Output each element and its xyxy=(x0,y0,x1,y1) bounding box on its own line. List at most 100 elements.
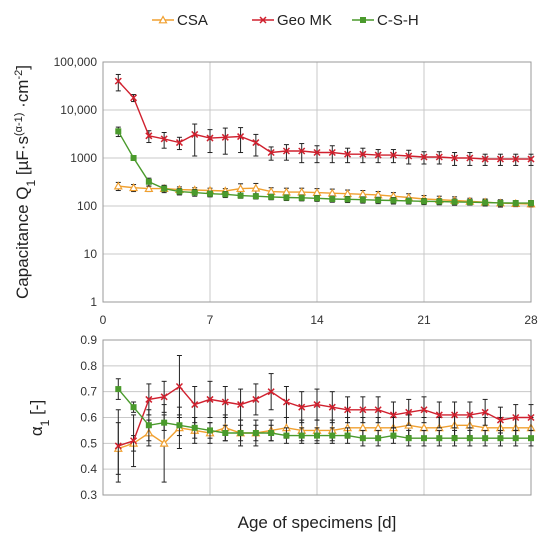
data-point-geo-mk xyxy=(481,155,489,163)
data-point-c-s-h xyxy=(421,435,427,442)
data-point-c-s-h xyxy=(528,435,534,442)
alpha-series xyxy=(113,355,536,483)
data-point-csa xyxy=(144,183,154,193)
x-axis-title: Age of specimens [d] xyxy=(238,513,397,532)
legend-marker xyxy=(360,17,366,23)
data-point-geo-mk xyxy=(374,151,382,159)
data-point-geo-mk xyxy=(512,155,520,163)
data-point-geo-mk xyxy=(130,437,138,445)
data-point-geo-mk xyxy=(359,406,367,414)
data-point-c-s-h xyxy=(191,424,198,431)
data-point-geo-mk xyxy=(191,401,199,409)
alpha-y-tick-label: 0.5 xyxy=(80,436,97,450)
alpha-y-tick-label: 0.7 xyxy=(80,385,97,399)
legend-label: C-S-H xyxy=(377,12,419,29)
capacitance-y-tick-label: 1000 xyxy=(70,151,97,165)
data-point-geo-mk xyxy=(389,151,397,159)
data-point-geo-mk xyxy=(496,155,504,163)
data-point-c-s-h xyxy=(252,193,259,200)
data-point-c-s-h xyxy=(268,193,275,200)
data-point-c-s-h xyxy=(252,430,259,436)
error-bar xyxy=(329,145,335,164)
capacitance-grid xyxy=(102,61,532,303)
data-point-c-s-h xyxy=(344,432,351,439)
data-point-c-s-h xyxy=(298,432,305,439)
error-bar xyxy=(192,123,198,157)
data-point-geo-mk xyxy=(175,139,183,147)
legend-item-geo-mk: Geo MK xyxy=(252,12,332,29)
data-point-c-s-h xyxy=(222,430,229,436)
error-bar xyxy=(314,145,320,164)
data-point-geo-mk xyxy=(252,395,260,403)
data-point-geo-mk xyxy=(282,398,290,406)
data-point-geo-mk xyxy=(405,152,413,160)
x-tick-label: 28 xyxy=(524,313,538,327)
data-point-c-s-h xyxy=(359,435,366,442)
data-point-c-s-h xyxy=(375,197,382,204)
data-point-geo-mk xyxy=(252,139,260,147)
error-bar xyxy=(161,131,167,149)
error-bar xyxy=(345,147,351,164)
data-point-c-s-h xyxy=(390,432,397,439)
alpha-y-tick-label: 0.4 xyxy=(80,462,97,476)
data-point-csa xyxy=(129,183,139,192)
data-point-geo-mk xyxy=(420,153,428,161)
data-point-c-s-h xyxy=(451,198,458,205)
data-point-geo-mk xyxy=(328,149,336,157)
legend-item-csa: CSA xyxy=(152,12,208,29)
data-point-c-s-h xyxy=(482,435,489,442)
data-point-c-s-h xyxy=(344,196,351,203)
data-point-geo-mk xyxy=(405,408,413,416)
legend-marker xyxy=(259,16,267,24)
legend-label: CSA xyxy=(177,12,208,29)
alpha-y-tick-label: 0.9 xyxy=(80,333,97,347)
data-point-geo-mk xyxy=(221,398,229,406)
data-point-csa xyxy=(113,181,123,190)
data-point-c-s-h xyxy=(451,435,458,442)
legend-label: Geo MK xyxy=(277,12,332,29)
alpha-y-axis-title: α1 [-] xyxy=(27,400,52,436)
alpha-y-ticks: 0.3 0.4 0.5 0.6 0.7 0.8 0.9 xyxy=(80,333,97,502)
alpha-y-tick-label: 0.3 xyxy=(80,488,97,502)
x-tick-label: 0 xyxy=(100,313,107,327)
data-point-geo-mk xyxy=(496,416,504,424)
data-point-c-s-h xyxy=(512,435,519,442)
error-bar xyxy=(253,133,259,157)
data-point-c-s-h xyxy=(145,178,152,185)
data-point-csa xyxy=(236,183,246,193)
capacitance-y-ticks: 1 10 100 1000 10,000 100,000 xyxy=(54,55,98,309)
data-point-c-s-h xyxy=(207,427,213,434)
series-c-s-h xyxy=(115,126,534,207)
data-point-geo-mk xyxy=(191,130,199,138)
capacitance-plot-frame xyxy=(102,61,532,303)
series-geo-mk xyxy=(114,355,535,483)
data-point-geo-mk xyxy=(298,403,306,411)
data-point-c-s-h xyxy=(329,432,336,439)
data-point-geo-mk xyxy=(221,133,229,141)
series-line-csa xyxy=(118,185,532,205)
capacitance-x-ticks: 0 7 14 21 28 xyxy=(100,313,538,327)
series-line-geo-mk xyxy=(117,80,531,160)
data-point-csa xyxy=(251,183,261,192)
data-point-geo-mk xyxy=(389,411,397,419)
data-point-geo-mk xyxy=(466,154,474,162)
data-point-c-s-h xyxy=(176,422,183,429)
data-point-geo-mk xyxy=(466,411,474,419)
data-point-c-s-h xyxy=(359,196,366,203)
data-point-geo-mk xyxy=(206,395,214,403)
error-bar xyxy=(238,127,244,154)
data-point-geo-mk xyxy=(267,149,275,157)
legend-marker xyxy=(158,15,168,24)
data-point-c-s-h xyxy=(436,198,443,205)
data-point-c-s-h xyxy=(421,198,427,205)
data-point-geo-mk xyxy=(527,155,535,163)
data-point-csa xyxy=(159,438,169,447)
data-point-geo-mk xyxy=(481,408,489,416)
series-line-c-s-h xyxy=(117,130,531,204)
data-point-c-s-h xyxy=(405,435,412,442)
data-point-c-s-h xyxy=(497,435,504,442)
data-point-geo-mk xyxy=(420,406,428,414)
data-point-geo-mk xyxy=(451,411,459,419)
data-point-geo-mk xyxy=(512,413,520,422)
